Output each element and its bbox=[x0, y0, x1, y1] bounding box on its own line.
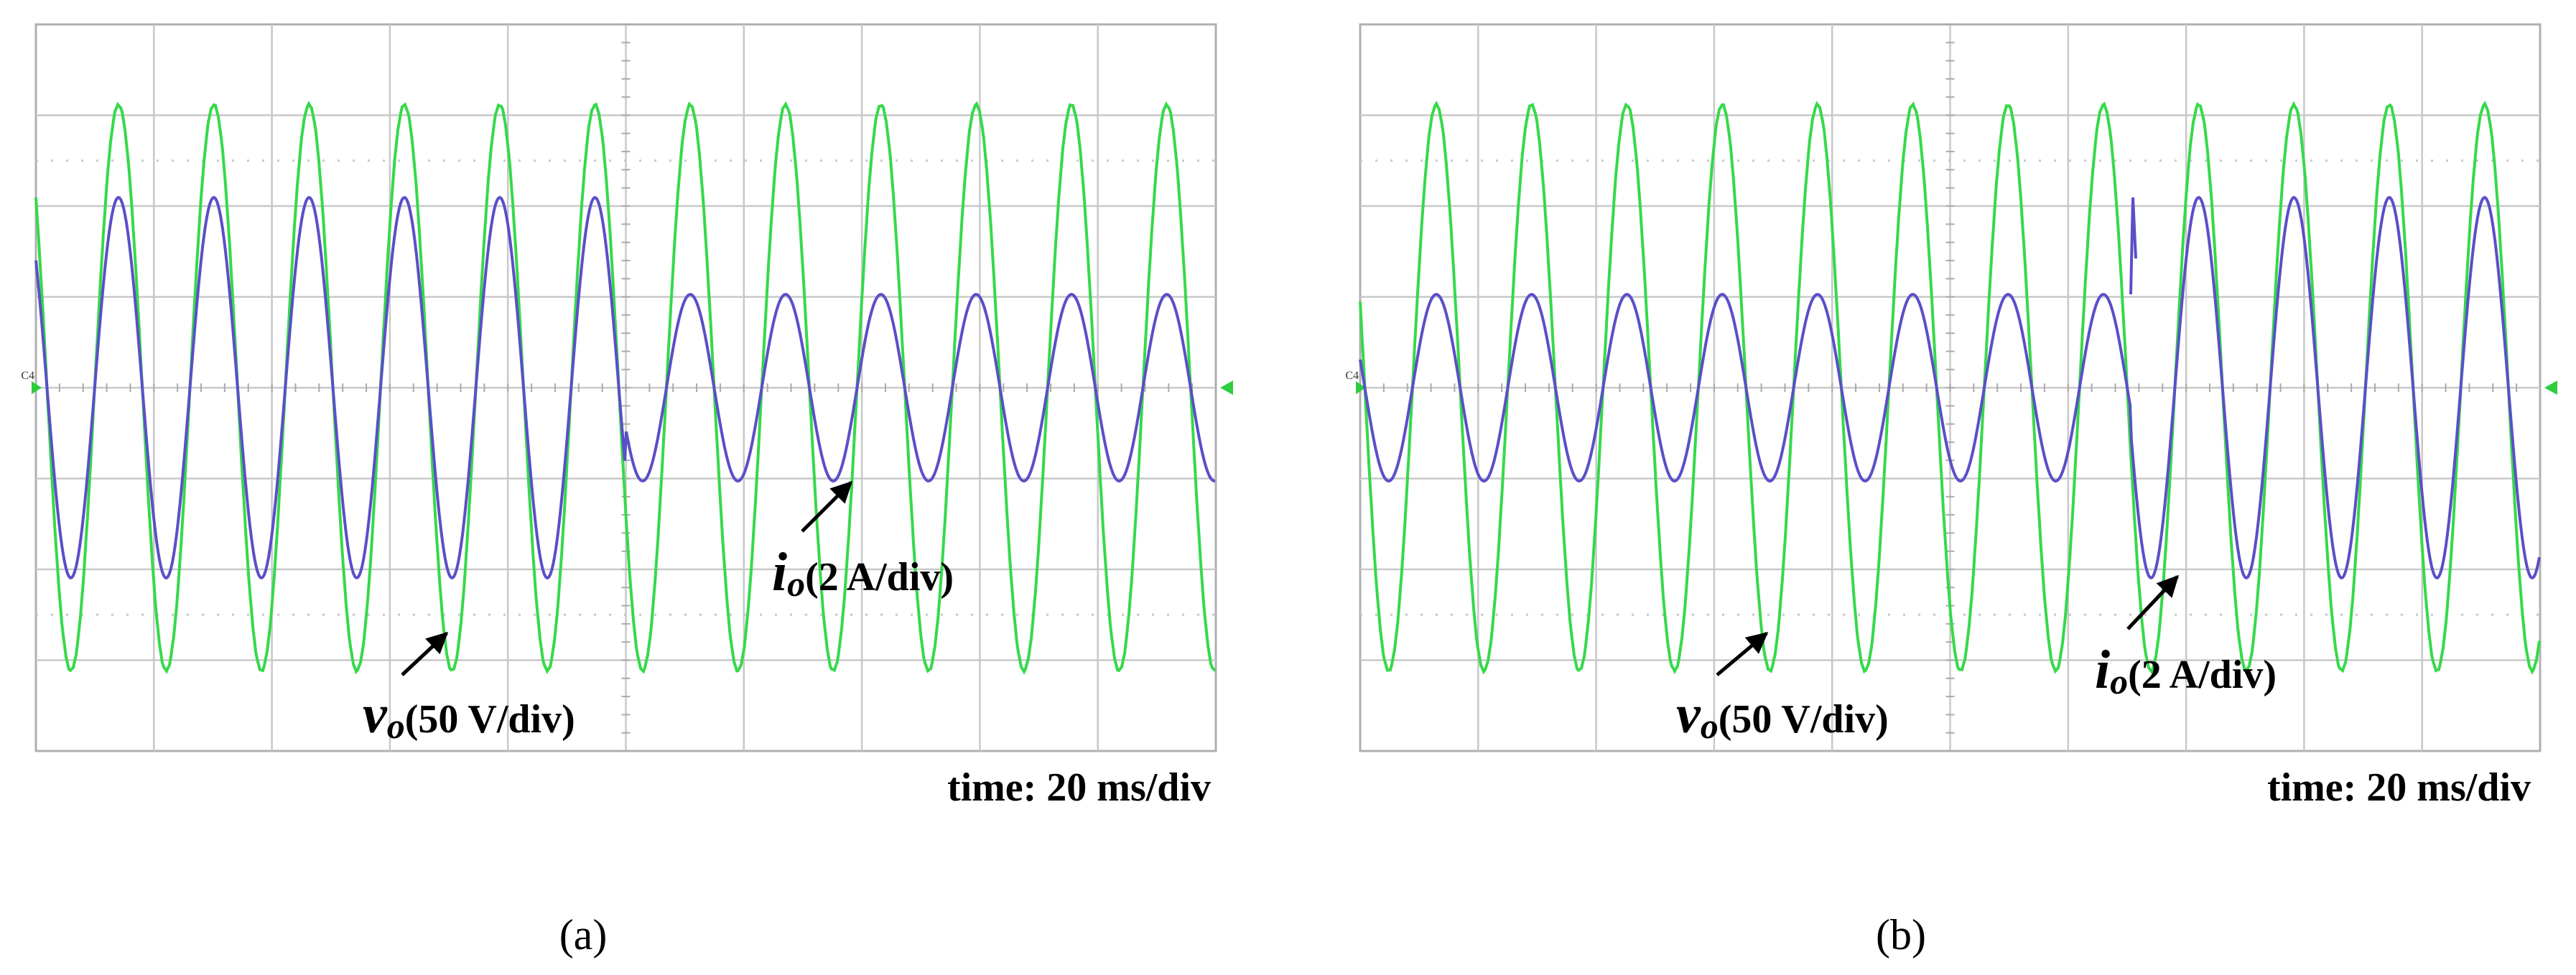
arrow bbox=[401, 631, 449, 676]
arrow bbox=[1716, 632, 1769, 676]
current-waveform bbox=[34, 195, 1216, 580]
arrow bbox=[801, 480, 853, 533]
channel-marker-label: C4 bbox=[1345, 370, 1359, 382]
trigger-marker bbox=[1220, 381, 1233, 395]
voltage-label: vo(50 V/div) bbox=[363, 684, 575, 746]
channel-marker bbox=[1356, 381, 1366, 394]
panel-a: C4 bbox=[21, 23, 1233, 752]
time-label: time: 20 ms/div bbox=[2267, 765, 2531, 810]
current-label: io(2 A/div) bbox=[2095, 640, 2277, 701]
voltage-label: vo(50 V/div) bbox=[1676, 684, 1889, 746]
voltage-waveform bbox=[1359, 101, 2541, 675]
arrow bbox=[2126, 574, 2180, 630]
channel-marker-label: C4 bbox=[21, 370, 34, 382]
panel-b: C4 bbox=[1345, 23, 2557, 752]
trigger-marker bbox=[2544, 381, 2557, 395]
current-transient bbox=[2129, 197, 2137, 295]
panel-caption: (b) bbox=[1876, 911, 1926, 958]
voltage-waveform bbox=[34, 101, 1217, 675]
current-label: io(2 A/div) bbox=[772, 542, 954, 604]
channel-marker bbox=[32, 381, 42, 394]
time-label: time: 20 ms/div bbox=[947, 765, 1211, 810]
panel-caption: (a) bbox=[559, 911, 608, 958]
current-waveform bbox=[1359, 195, 2541, 580]
